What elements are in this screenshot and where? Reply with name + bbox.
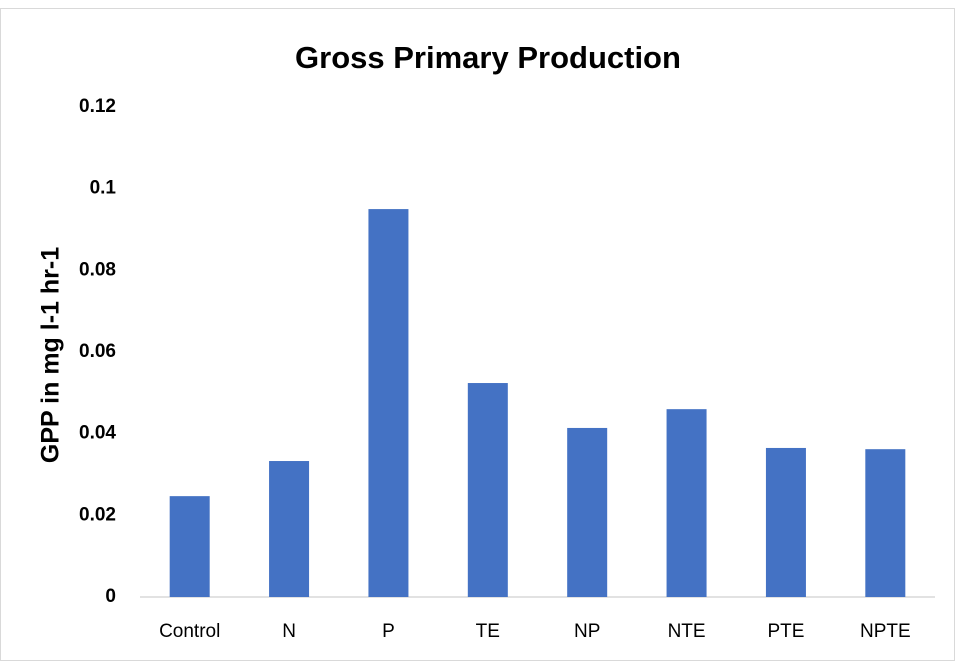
y-tick-label: 0.02 <box>79 504 116 525</box>
x-tick-label: P <box>382 621 395 642</box>
y-tick-label: 0.06 <box>79 341 116 362</box>
bar <box>666 409 707 597</box>
y-tick-label: 0.1 <box>90 178 117 199</box>
y-axis-label: GPP in mg l-1 hr-1 <box>37 247 65 463</box>
x-tick-label: N <box>282 621 296 642</box>
x-tick-label: NP <box>574 621 600 642</box>
x-tick-label: NTE <box>668 621 706 642</box>
x-tick-label: TE <box>476 621 500 642</box>
x-tick-label: Control <box>159 621 220 642</box>
bar <box>865 449 906 597</box>
bar <box>567 427 608 597</box>
bar <box>467 383 508 597</box>
bar <box>269 461 310 597</box>
x-tick-label: PTE <box>767 621 804 642</box>
bar <box>169 496 210 597</box>
x-tick-label: NPTE <box>860 621 911 642</box>
bar <box>765 447 806 597</box>
y-tick-label: 0.04 <box>79 423 116 444</box>
y-tick-label: 0 <box>105 586 116 607</box>
y-tick-label: 0.12 <box>79 96 116 117</box>
chart-title: Gross Primary Production <box>295 40 681 75</box>
bar <box>368 209 409 598</box>
y-tick-label: 0.08 <box>79 259 116 280</box>
